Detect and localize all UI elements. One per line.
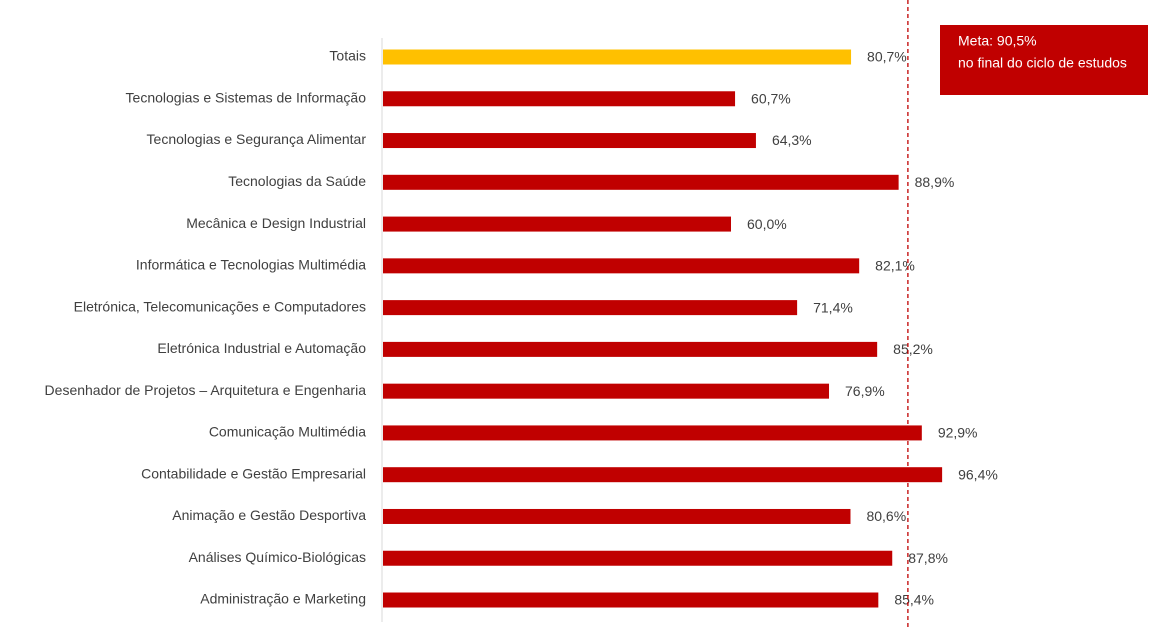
data-label: 80,6% [866, 508, 906, 524]
y-tick-label: Eletrónica Industrial e Automação [157, 340, 366, 356]
data-label: 76,9% [845, 383, 885, 399]
y-tick-label: Comunicação Multimédia [209, 424, 366, 440]
bar [383, 425, 922, 441]
y-tick-label: Animação e Gestão Desportiva [172, 507, 366, 523]
bar [383, 49, 852, 65]
data-label: 87,8% [908, 550, 948, 566]
bar [383, 133, 756, 149]
bar [383, 508, 851, 524]
data-label: 96,4% [958, 466, 998, 482]
y-tick-label: Eletrónica, Telecomunicações e Computado… [74, 298, 366, 314]
bar [383, 174, 899, 190]
y-tick-label: Tecnologias e Segurança Alimentar [147, 131, 367, 147]
bar [383, 341, 878, 357]
data-label: 92,9% [938, 425, 978, 441]
y-tick-label: Informática e Tecnologias Multimédia [136, 257, 366, 273]
y-tick-label: Contabilidade e Gestão Empresarial [141, 465, 366, 481]
data-label: 85,2% [893, 341, 933, 357]
data-label: 85,4% [894, 592, 934, 608]
bar [383, 216, 731, 232]
data-label: 64,3% [772, 132, 812, 148]
target-box [940, 25, 1148, 95]
data-label: 88,9% [915, 174, 955, 190]
bar [383, 550, 893, 566]
data-label: 71,4% [813, 299, 853, 315]
bar [383, 300, 798, 316]
y-tick-label: Análises Químico-Biológicas [189, 549, 366, 565]
y-tick-label: Administração e Marketing [200, 591, 366, 607]
target-label: no final do ciclo de estudos [958, 55, 1127, 71]
bar [383, 467, 943, 483]
target-label: Meta: 90,5% [958, 33, 1037, 49]
data-label: 80,7% [867, 49, 907, 65]
bar [383, 383, 830, 399]
bar [383, 258, 860, 274]
y-tick-label: Mecânica e Design Industrial [186, 215, 366, 231]
bar [383, 592, 879, 608]
y-tick-label: Desenhador de Projetos – Arquitetura e E… [45, 382, 367, 398]
y-tick-label: Tecnologias da Saúde [228, 173, 366, 189]
y-tick-label: Tecnologias e Sistemas de Informação [126, 89, 367, 105]
y-tick-label: Totais [329, 48, 366, 64]
data-label: 60,7% [751, 90, 791, 106]
bar [383, 91, 736, 107]
data-label: 60,0% [747, 216, 787, 232]
data-label: 82,1% [875, 258, 915, 274]
